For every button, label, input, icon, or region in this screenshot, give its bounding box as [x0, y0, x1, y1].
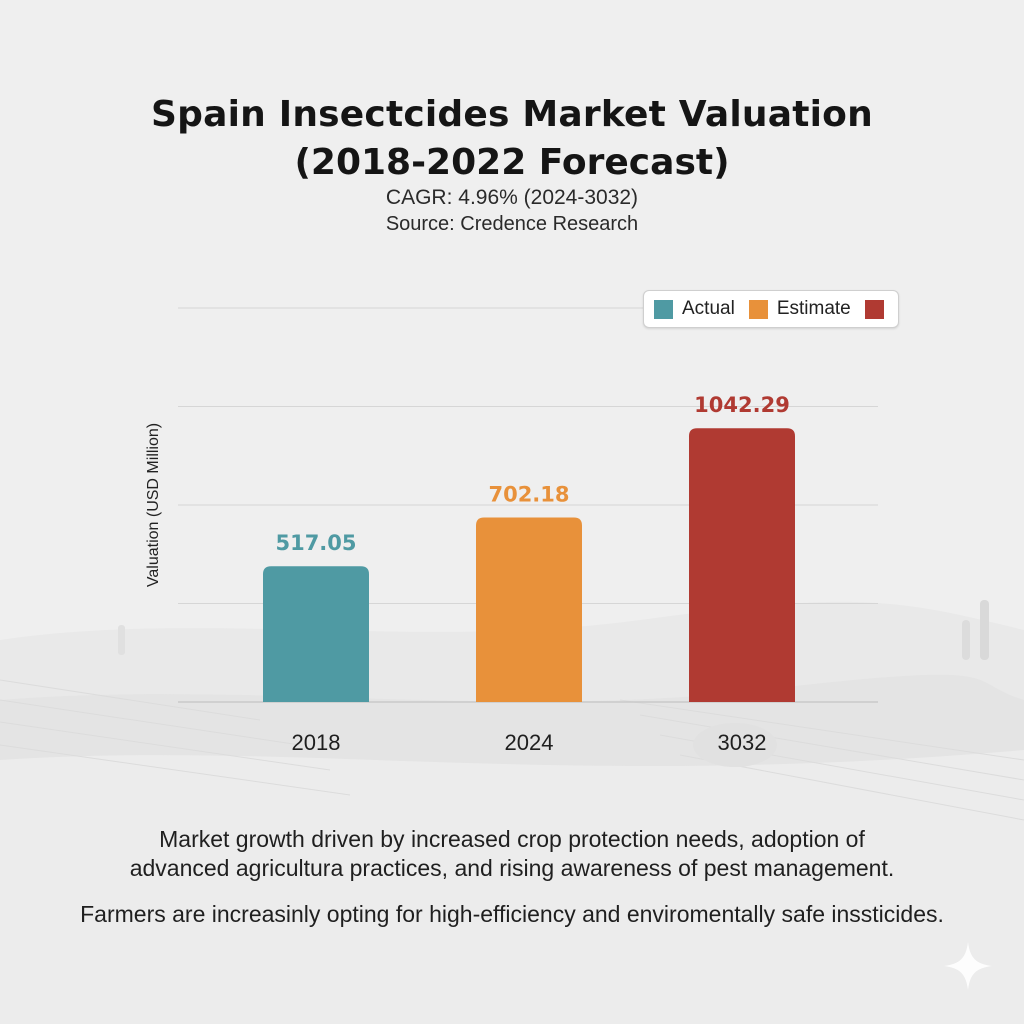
legend-item-estimate: Estimate [748, 298, 851, 320]
footnote-line2: advanced agricultura practices, and risi… [129, 855, 895, 881]
legend-swatch-estimate [748, 299, 768, 319]
source-subtitle: Source: Credence Research [385, 213, 639, 235]
legend: Actual Estimate [643, 290, 899, 328]
data-label-3032: 1042.29 [694, 393, 790, 417]
legend-label-actual: Actual [682, 298, 735, 319]
legend-item-actual: Actual [654, 298, 735, 320]
x-tick-label-3032: 3032 [718, 730, 767, 755]
footnote-line3: Farmers are increasinly opting for high-… [80, 901, 944, 927]
legend-label-estimate: Estimate [776, 298, 851, 319]
cagr-subtitle: CAGR: 4.96% (2024-3032) [385, 186, 639, 209]
legend-item-forecast [864, 299, 893, 319]
legend-swatch-forecast [864, 299, 884, 319]
chart-title-line2: (2018-2022 Forecast) [294, 142, 730, 183]
bar-2024 [476, 517, 582, 702]
data-label-2024: 702.18 [488, 483, 569, 507]
data-label-2018: 517.05 [275, 531, 356, 555]
x-tick-label-2018: 2018 [292, 730, 341, 755]
footnote-line1: Market growth driven by increased crop p… [159, 826, 865, 852]
chart-title-line1: Spain Insectcides Market Valuation [151, 94, 873, 135]
legend-swatch-actual [654, 299, 673, 319]
bar-2018 [263, 566, 369, 702]
x-tick-label-2024: 2024 [505, 730, 554, 755]
y-axis-label: Valuation (USD Million) [145, 423, 162, 587]
bar-3032 [689, 428, 795, 702]
sparkle-icon [944, 942, 992, 990]
